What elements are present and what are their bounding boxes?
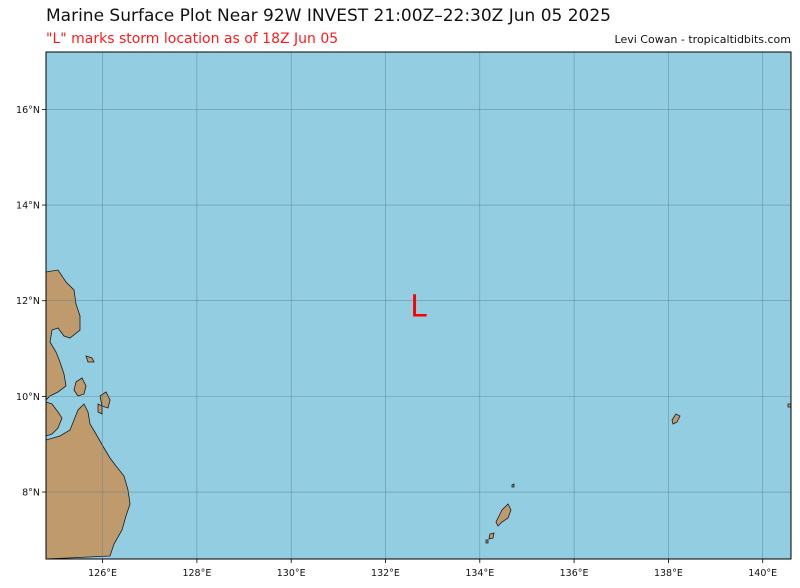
lat-tick-label: 12°N [16, 296, 40, 307]
lat-tick-label: 16°N [16, 105, 40, 116]
lon-tick-label: 126°E [88, 568, 117, 579]
axis-ticks [42, 108, 764, 563]
lon-tick-label: 136°E [560, 568, 589, 579]
philippines-landmass [46, 269, 81, 401]
map-title: Marine Surface Plot Near 92W INVEST 21:0… [46, 6, 612, 26]
lon-tick-label: 138°E [654, 568, 683, 579]
lon-tick-label: 140°E [748, 568, 777, 579]
lat-tick-label: 14°N [16, 201, 40, 212]
ocean-area [46, 52, 791, 559]
small-island-2 [97, 403, 103, 415]
ngulu-island [787, 403, 791, 408]
lon-tick-label: 128°E [182, 568, 211, 579]
storm-location-marker: L [410, 290, 427, 325]
palau-island-tiny-north [511, 483, 515, 488]
map-subtitle: "L" marks storm location as of 18Z Jun 0… [46, 31, 339, 47]
lon-tick-label: 134°E [465, 568, 494, 579]
map-border [45, 51, 792, 560]
lat-tick-label: 8°N [22, 488, 40, 499]
palau-island-tiny-south [485, 539, 489, 544]
lon-tick-label: 132°E [371, 568, 400, 579]
longitude-labels: 126°E 128°E 130°E 132°E 134°E 136°E 138°E 140°E [88, 568, 777, 579]
lon-tick-label: 130°E [277, 568, 306, 579]
latitude-labels: 16°N 14°N 12°N 10°N 8°N [16, 105, 40, 499]
landmasses [46, 269, 791, 559]
small-island-1 [85, 355, 95, 363]
leyte-landmass [46, 401, 63, 437]
dinagat-island [73, 377, 87, 397]
graticule [46, 52, 791, 559]
yap-island [671, 413, 681, 425]
palau-island-main [495, 503, 512, 527]
mindanao-landmass [46, 403, 131, 559]
credit-text: Levi Cowan - tropicaltidbits.com [614, 33, 791, 46]
palau-island-small [488, 532, 495, 540]
lat-tick-label: 10°N [16, 392, 40, 403]
